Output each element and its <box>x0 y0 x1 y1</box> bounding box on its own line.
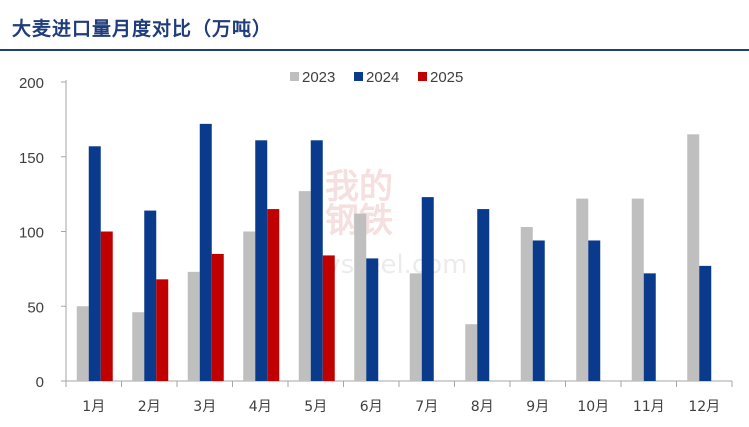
bar-2023 <box>465 324 478 381</box>
x-tick-label: 5月 <box>304 399 327 415</box>
y-tick-label: 100 <box>19 225 44 242</box>
title-underline <box>0 49 749 51</box>
bar-2023 <box>576 198 589 381</box>
bar-2023 <box>76 306 89 381</box>
x-tick-label: 8月 <box>471 399 494 415</box>
legend-label-2025: 2025 <box>430 69 463 86</box>
legend-swatch-2024 <box>354 72 363 81</box>
bar-2023 <box>243 231 256 381</box>
chart-title: 大麦进口量月度对比（万吨） <box>12 18 273 40</box>
bar-2024 <box>643 273 656 381</box>
bar-2025 <box>267 209 280 381</box>
x-tick-label: 1月 <box>82 399 105 415</box>
bar-2023 <box>132 312 145 381</box>
bar-2023 <box>298 191 311 381</box>
bar-2024 <box>532 240 545 381</box>
bar-2024 <box>199 123 212 382</box>
x-tick-label: 4月 <box>249 399 272 415</box>
bar-2023 <box>687 134 700 381</box>
x-tick-label: 11月 <box>633 399 665 415</box>
bar-2024 <box>144 210 157 381</box>
y-tick-label: 50 <box>27 299 44 316</box>
legend-label-2023: 2023 <box>302 69 335 86</box>
legend-label-2024: 2024 <box>366 69 399 86</box>
bar-2024 <box>699 265 712 381</box>
x-tick-label: 6月 <box>360 399 383 415</box>
bar-2024 <box>366 258 379 381</box>
y-tick-label: 0 <box>36 374 44 391</box>
y-tick-label: 150 <box>19 150 44 167</box>
bar-2024 <box>421 197 434 381</box>
legend-swatch-2025 <box>418 72 427 81</box>
bar-2023 <box>631 198 644 381</box>
bar-2025 <box>322 255 335 381</box>
y-tick-label: 200 <box>19 75 44 92</box>
x-tick-label: 12月 <box>688 399 720 415</box>
bar-2025 <box>100 231 113 381</box>
x-tick-label: 7月 <box>415 399 438 415</box>
bar-2023 <box>409 273 422 381</box>
bar-2023 <box>520 227 533 381</box>
bar-2023 <box>354 213 367 381</box>
bar-2024 <box>255 140 268 381</box>
legend-swatch-2023 <box>290 72 299 81</box>
bar-2025 <box>156 279 169 381</box>
x-tick-label: 10月 <box>577 399 609 415</box>
x-tick-label: 2月 <box>138 399 161 415</box>
bar-2024 <box>88 146 101 381</box>
bar-2023 <box>187 271 200 381</box>
bar-2025 <box>211 253 224 381</box>
bar-2024 <box>477 209 490 381</box>
bar-2024 <box>588 240 601 381</box>
x-tick-label: 9月 <box>526 399 549 415</box>
x-tick-label: 3月 <box>193 399 216 415</box>
bar-2024 <box>310 140 323 381</box>
